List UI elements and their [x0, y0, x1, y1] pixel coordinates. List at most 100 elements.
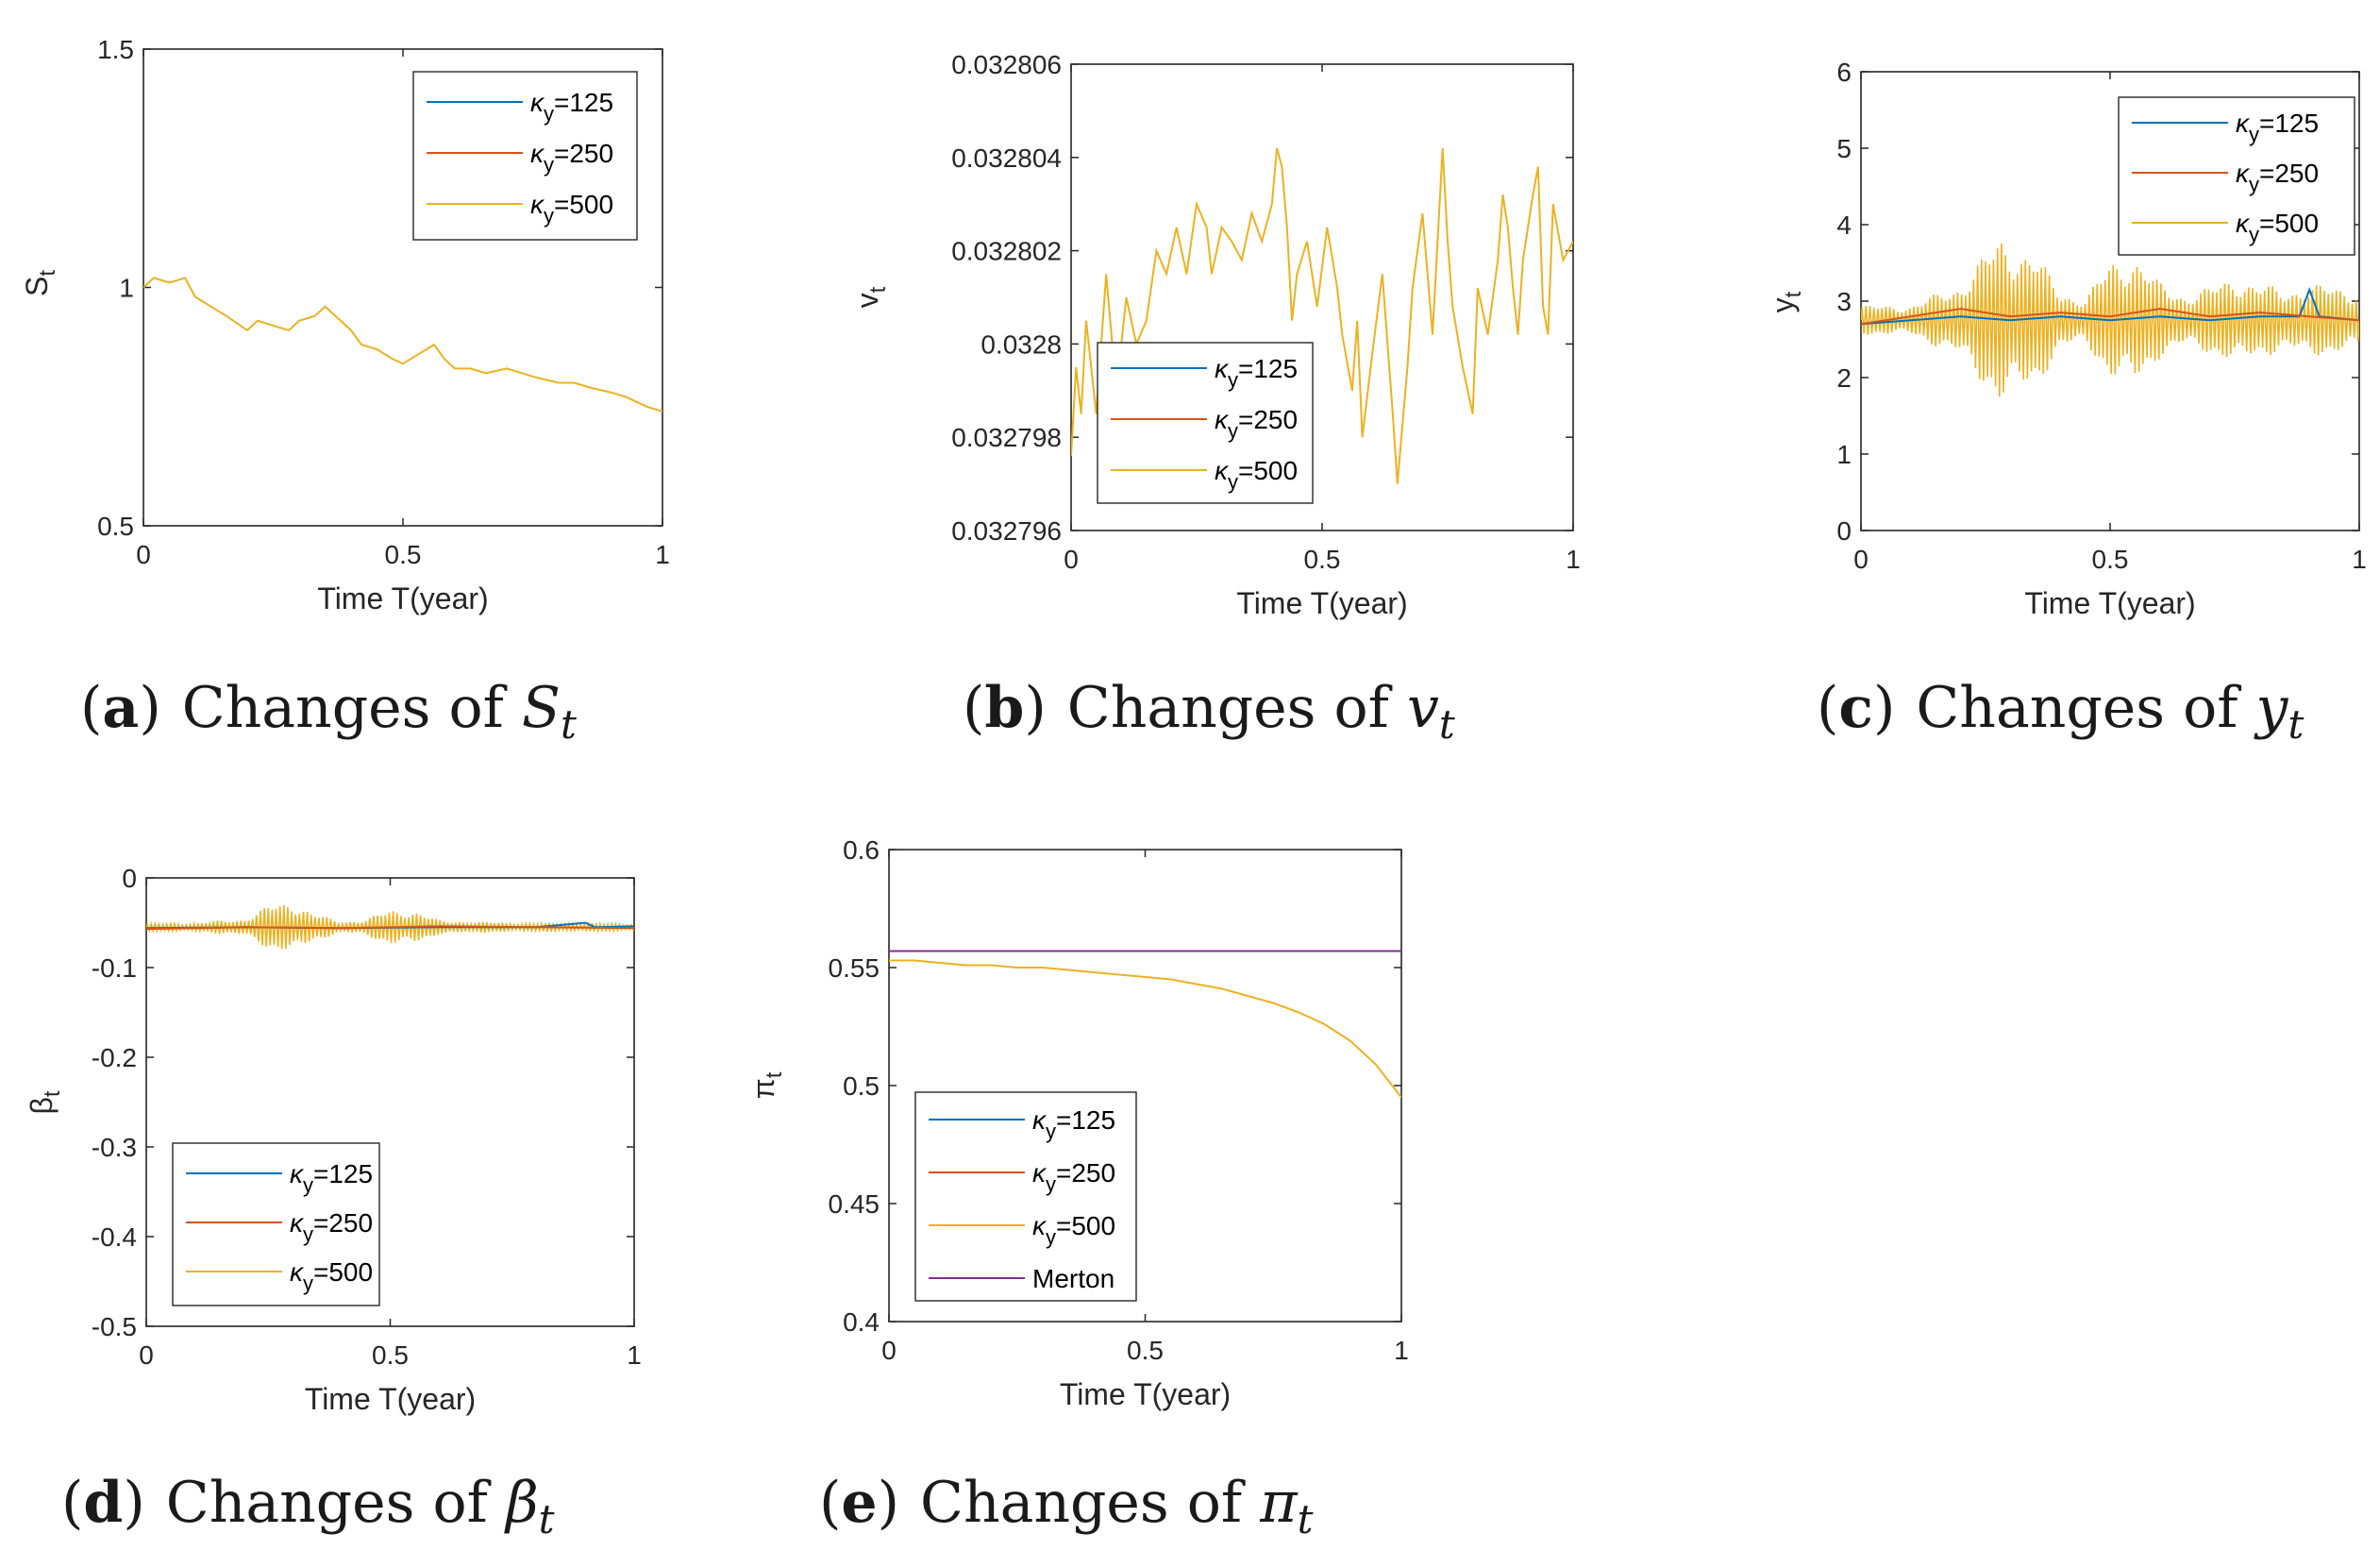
plot-area	[1861, 243, 2359, 397]
caption-letter: e	[841, 1470, 877, 1536]
y-axis-label: βt	[25, 1090, 65, 1114]
legend-symbol: κ	[1215, 456, 1230, 485]
legend-subscript: y	[1228, 470, 1238, 494]
x-tick-label: 0.5	[1304, 545, 1341, 574]
x-axis-label: Time T(year)	[305, 1382, 476, 1416]
legend-subscript: y	[2249, 123, 2259, 146]
legend-symbol: κ	[290, 1257, 305, 1287]
legend-box	[1097, 342, 1314, 504]
legend-label: κy=250	[1032, 1158, 1115, 1196]
y-tick-label: 0.032804	[951, 143, 1062, 173]
y-tick-label: 0.032806	[951, 50, 1062, 79]
series-line-k500	[143, 277, 662, 413]
caption-open-paren: (	[963, 675, 984, 741]
series-line-k500	[1071, 147, 1573, 484]
x-tick-label: 0	[136, 540, 151, 569]
y-axis-label-main: β	[25, 1097, 59, 1114]
legend-symbol: κ	[530, 88, 545, 117]
legend-subscript: y	[1228, 419, 1238, 443]
y-tick-label: -0.1	[92, 953, 137, 983]
legend-label: κy=125	[290, 1159, 373, 1197]
caption-text: Changes of	[1916, 675, 2255, 741]
caption-letter: d	[83, 1470, 123, 1536]
legend-label: κy=125	[2236, 109, 2319, 146]
caption-variable: v	[1407, 675, 1439, 741]
legend-label: κy=250	[1215, 405, 1298, 443]
legend-subscript: y	[544, 102, 554, 126]
caption-subscript: t	[1439, 701, 1455, 748]
x-tick-label: 0.5	[2092, 545, 2129, 574]
legend-suffix: =125	[2259, 109, 2319, 138]
x-tick-label: 0	[139, 1340, 154, 1370]
y-tick-label: 0.5	[843, 1071, 880, 1101]
y-axis-label-sub: t	[762, 1071, 787, 1078]
caption-text: Changes of	[182, 675, 522, 741]
y-axis-label-main: y	[1766, 297, 1800, 312]
caption-open-paren: (	[61, 1470, 83, 1536]
legend-label: κy=125	[1032, 1105, 1115, 1143]
legend-box	[412, 71, 638, 241]
y-tick-label: 0.0328	[980, 329, 1062, 359]
legend-suffix: =250	[2259, 159, 2319, 188]
y-tick-label: -0.3	[92, 1133, 137, 1162]
legend-label: κy=250	[290, 1208, 373, 1246]
plot-area	[1071, 147, 1573, 484]
x-tick-label: 1	[2352, 545, 2367, 574]
legend-label: κy=500	[290, 1257, 373, 1295]
x-tick-label: 0.5	[1127, 1336, 1164, 1365]
legend-label: κy=250	[2236, 159, 2319, 196]
y-tick-label: 0.4	[843, 1307, 880, 1337]
y-tick-label: -0.4	[92, 1222, 137, 1252]
caption-text: Changes of	[1067, 675, 1407, 741]
legend-subscript: y	[1046, 1120, 1056, 1143]
caption-a: (a) Changes of St	[80, 675, 577, 748]
legend-label: κy=500	[1215, 456, 1298, 494]
legend-symbol: κ	[1032, 1158, 1048, 1188]
y-tick-label: 0.45	[829, 1189, 880, 1219]
legend-symbol: κ	[1032, 1105, 1048, 1135]
y-tick-label: 4	[1836, 211, 1852, 240]
y-axis-label-main: S	[20, 277, 54, 296]
y-tick-label: 0.032802	[951, 237, 1062, 266]
x-axis-label: Time T(year)	[1236, 586, 1407, 620]
caption-variable: π	[1259, 1470, 1299, 1536]
caption-variable: y	[2254, 675, 2289, 741]
caption-e: (e) Changes of πt	[819, 1470, 1314, 1542]
legend-suffix: =500	[554, 190, 613, 219]
legend-suffix: =250	[554, 139, 613, 168]
y-axis-label-sub: t	[1781, 291, 1806, 297]
y-tick-label: 2	[1836, 363, 1852, 393]
legend-suffix: =125	[1238, 354, 1298, 383]
caption-close-paren: )	[1024, 675, 1046, 741]
y-tick-label: 0.55	[829, 953, 880, 983]
caption-letter: c	[1838, 675, 1873, 741]
caption-variable: β	[504, 1470, 539, 1536]
legend-label: Merton	[1032, 1264, 1115, 1293]
legend-label: κy=500	[530, 190, 613, 227]
legend-symbol: κ	[1215, 405, 1230, 434]
caption-open-paren: (	[819, 1470, 841, 1536]
legend-label: κy=250	[530, 139, 613, 177]
y-axis-label-main: v	[850, 293, 884, 308]
legend-symbol: κ	[530, 139, 545, 168]
legend-suffix: =500	[2259, 209, 2319, 238]
y-tick-label: 1.5	[97, 35, 134, 64]
series-line-k125	[1861, 287, 2359, 326]
legend-suffix: =125	[313, 1159, 373, 1188]
legend-suffix: =250	[1056, 1158, 1115, 1188]
x-tick-label: 0.5	[385, 540, 422, 569]
y-tick-label: -0.2	[92, 1043, 137, 1072]
caption-close-paren: )	[1873, 675, 1895, 741]
legend-subscript: y	[2249, 173, 2259, 196]
caption-close-paren: )	[139, 675, 160, 741]
caption-text: Changes of	[920, 1470, 1260, 1536]
subplot-b: 0 0.5 1 0.032796 0.032798 0.0328 0.032802 0.032…	[850, 50, 1581, 748]
legend-suffix: =250	[1238, 405, 1298, 434]
x-tick-label: 1	[1394, 1336, 1409, 1365]
y-tick-label: 0.6	[843, 835, 880, 865]
legend-box	[172, 1142, 380, 1306]
